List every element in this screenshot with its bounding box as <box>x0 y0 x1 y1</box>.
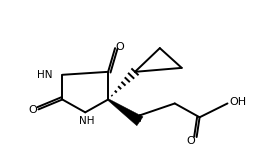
Text: OH: OH <box>230 98 247 107</box>
Text: O: O <box>28 105 37 115</box>
Text: O: O <box>186 136 195 146</box>
Text: O: O <box>116 42 124 52</box>
Text: HN: HN <box>37 70 52 80</box>
Polygon shape <box>108 99 143 126</box>
Text: NH: NH <box>79 116 95 126</box>
